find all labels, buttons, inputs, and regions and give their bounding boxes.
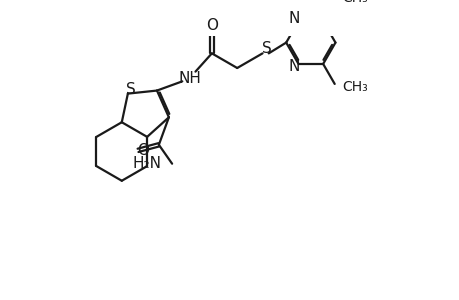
Text: N: N: [288, 11, 300, 26]
Text: N: N: [288, 59, 300, 74]
Text: O: O: [137, 143, 149, 158]
Text: H₂N: H₂N: [132, 156, 161, 171]
Text: O: O: [206, 18, 218, 33]
Text: CH₃: CH₃: [341, 0, 367, 5]
Text: CH₃: CH₃: [341, 80, 367, 94]
Text: S: S: [126, 82, 135, 97]
Text: S: S: [261, 41, 271, 56]
Text: NH: NH: [178, 71, 201, 86]
